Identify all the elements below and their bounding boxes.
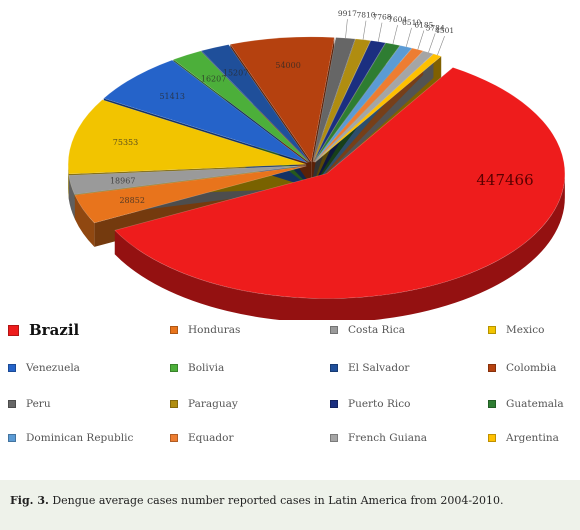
legend-item-el-salvador: El Salvador xyxy=(330,362,409,374)
legend-item-puerto-rico: Puerto Rico xyxy=(330,398,410,410)
slice-side-mexico xyxy=(68,164,69,199)
legend-swatch-puerto-rico xyxy=(330,400,338,408)
slice-brazil xyxy=(114,67,566,299)
legend-item-mexico: Mexico xyxy=(488,324,544,336)
legend-label: Venezuela xyxy=(26,362,80,374)
leader-line-puerto-rico xyxy=(377,22,383,42)
value-label-peru: 9917 xyxy=(338,9,357,18)
legend-item-brazil: Brazil xyxy=(8,321,79,339)
legend-label: Dominican Republic xyxy=(26,432,134,444)
legend-item-argentina: Argentina xyxy=(488,432,559,444)
legend-swatch-honduras xyxy=(170,326,178,334)
legend-item-colombia: Colombia xyxy=(488,362,556,374)
caption-label: Fig. 3. xyxy=(10,494,49,507)
value-label-costa-rica: 18967 xyxy=(110,177,135,186)
legend-item-equador: Equador xyxy=(170,432,233,444)
legend-item-bolivia: Bolivia xyxy=(170,362,224,374)
legend-label: Mexico xyxy=(506,324,545,336)
legend-label: Argentina xyxy=(506,432,559,444)
legend-swatch-paraguay xyxy=(170,400,178,408)
legend-label: Colombia xyxy=(506,362,557,374)
legend-label: Costa Rica xyxy=(348,324,405,336)
legend-item-dominican-republic: Dominican Republic xyxy=(8,432,133,444)
legend-swatch-costa-rica xyxy=(330,326,338,334)
slice-mexico xyxy=(67,99,307,175)
legend-item-venezuela: Venezuela xyxy=(8,362,80,374)
value-label-honduras: 28852 xyxy=(119,196,144,205)
leader-line-french-guiana xyxy=(428,33,436,53)
legend-swatch-equador xyxy=(170,434,178,442)
caption-box: Fig. 3. Dengue average cases number repo… xyxy=(0,480,580,530)
legend-swatch-peru xyxy=(8,400,16,408)
slice-costa-rica xyxy=(68,165,307,195)
slice-french-guiana xyxy=(314,50,435,163)
legend-label: Equador xyxy=(188,432,234,444)
leader-line-equador xyxy=(417,30,425,50)
legend-item-honduras: Honduras xyxy=(170,324,240,336)
slice-side-brazil xyxy=(114,173,565,320)
slice-colombia xyxy=(229,36,335,163)
figure-caption: Fig. 3. Dengue average cases number repo… xyxy=(10,494,504,507)
slice-equador xyxy=(314,47,424,163)
slice-honduras xyxy=(74,165,307,224)
slice-bolivia xyxy=(172,50,310,163)
value-label-dominican-republic: 6510 xyxy=(402,18,421,27)
leader-line-dominican-republic xyxy=(405,27,412,47)
value-label-el-salvador: 15207 xyxy=(223,69,248,78)
legend-label: Peru xyxy=(26,398,51,410)
legend-item-french-guiana: French Guiana xyxy=(330,432,427,444)
legend: Brazil Honduras Costa Rica Mexico Venezuela B… xyxy=(0,320,580,470)
legend-swatch-argentina xyxy=(488,434,496,442)
value-label-equador: 6185 xyxy=(414,21,433,30)
legend-label: El Salvador xyxy=(348,362,410,374)
legend-swatch-guatemala xyxy=(488,400,496,408)
legend-swatch-venezuela xyxy=(8,364,16,372)
legend-label: Guatemala xyxy=(506,398,564,410)
legend-label: Brazil xyxy=(29,321,80,339)
value-label-argentina: 4501 xyxy=(435,26,454,35)
leader-line-peru xyxy=(345,19,348,39)
legend-label: French Guiana xyxy=(348,432,428,444)
slice-venezuela xyxy=(103,59,308,164)
leader-line-guatemala xyxy=(392,25,398,45)
value-label-mexico: 75353 xyxy=(113,138,138,147)
value-label-french-guiana: 5784 xyxy=(426,23,445,32)
legend-label: Puerto Rico xyxy=(348,398,411,410)
leader-line-argentina xyxy=(437,35,445,56)
value-label-colombia: 54000 xyxy=(275,61,300,70)
legend-label: Paraguay xyxy=(188,398,238,410)
value-label-guatemala: 7604 xyxy=(388,15,407,24)
value-label-venezuela: 51413 xyxy=(159,92,184,101)
value-label-brazil: 447466 xyxy=(476,171,533,189)
legend-label: Honduras xyxy=(188,324,241,336)
legend-swatch-dominican-republic xyxy=(8,434,16,442)
legend-item-paraguay: Paraguay xyxy=(170,398,238,410)
pie-tops xyxy=(67,36,566,299)
caption-text: Dengue average cases number reported cas… xyxy=(48,494,504,507)
slice-el-salvador xyxy=(200,44,310,163)
legend-swatch-colombia xyxy=(488,364,496,372)
value-label-paraguay: 7810 xyxy=(356,11,375,20)
legend-swatch-mexico xyxy=(488,326,496,334)
legend-label: Bolivia xyxy=(188,362,225,374)
slice-side-costa-rica xyxy=(68,175,75,219)
legend-swatch-el-salvador xyxy=(330,364,338,372)
legend-item-peru: Peru xyxy=(8,398,51,410)
value-label-bolivia: 16207 xyxy=(201,75,226,84)
slice-side-honduras xyxy=(74,195,95,247)
legend-swatch-brazil xyxy=(8,324,19,336)
legend-swatch-french-guiana xyxy=(330,434,338,442)
legend-swatch-bolivia xyxy=(170,364,178,372)
legend-item-guatemala: Guatemala xyxy=(488,398,564,410)
value-label-puerto-rico: 7768 xyxy=(372,13,391,22)
legend-item-costa-rica: Costa Rica xyxy=(330,324,405,336)
leader-line-paraguay xyxy=(362,20,367,40)
